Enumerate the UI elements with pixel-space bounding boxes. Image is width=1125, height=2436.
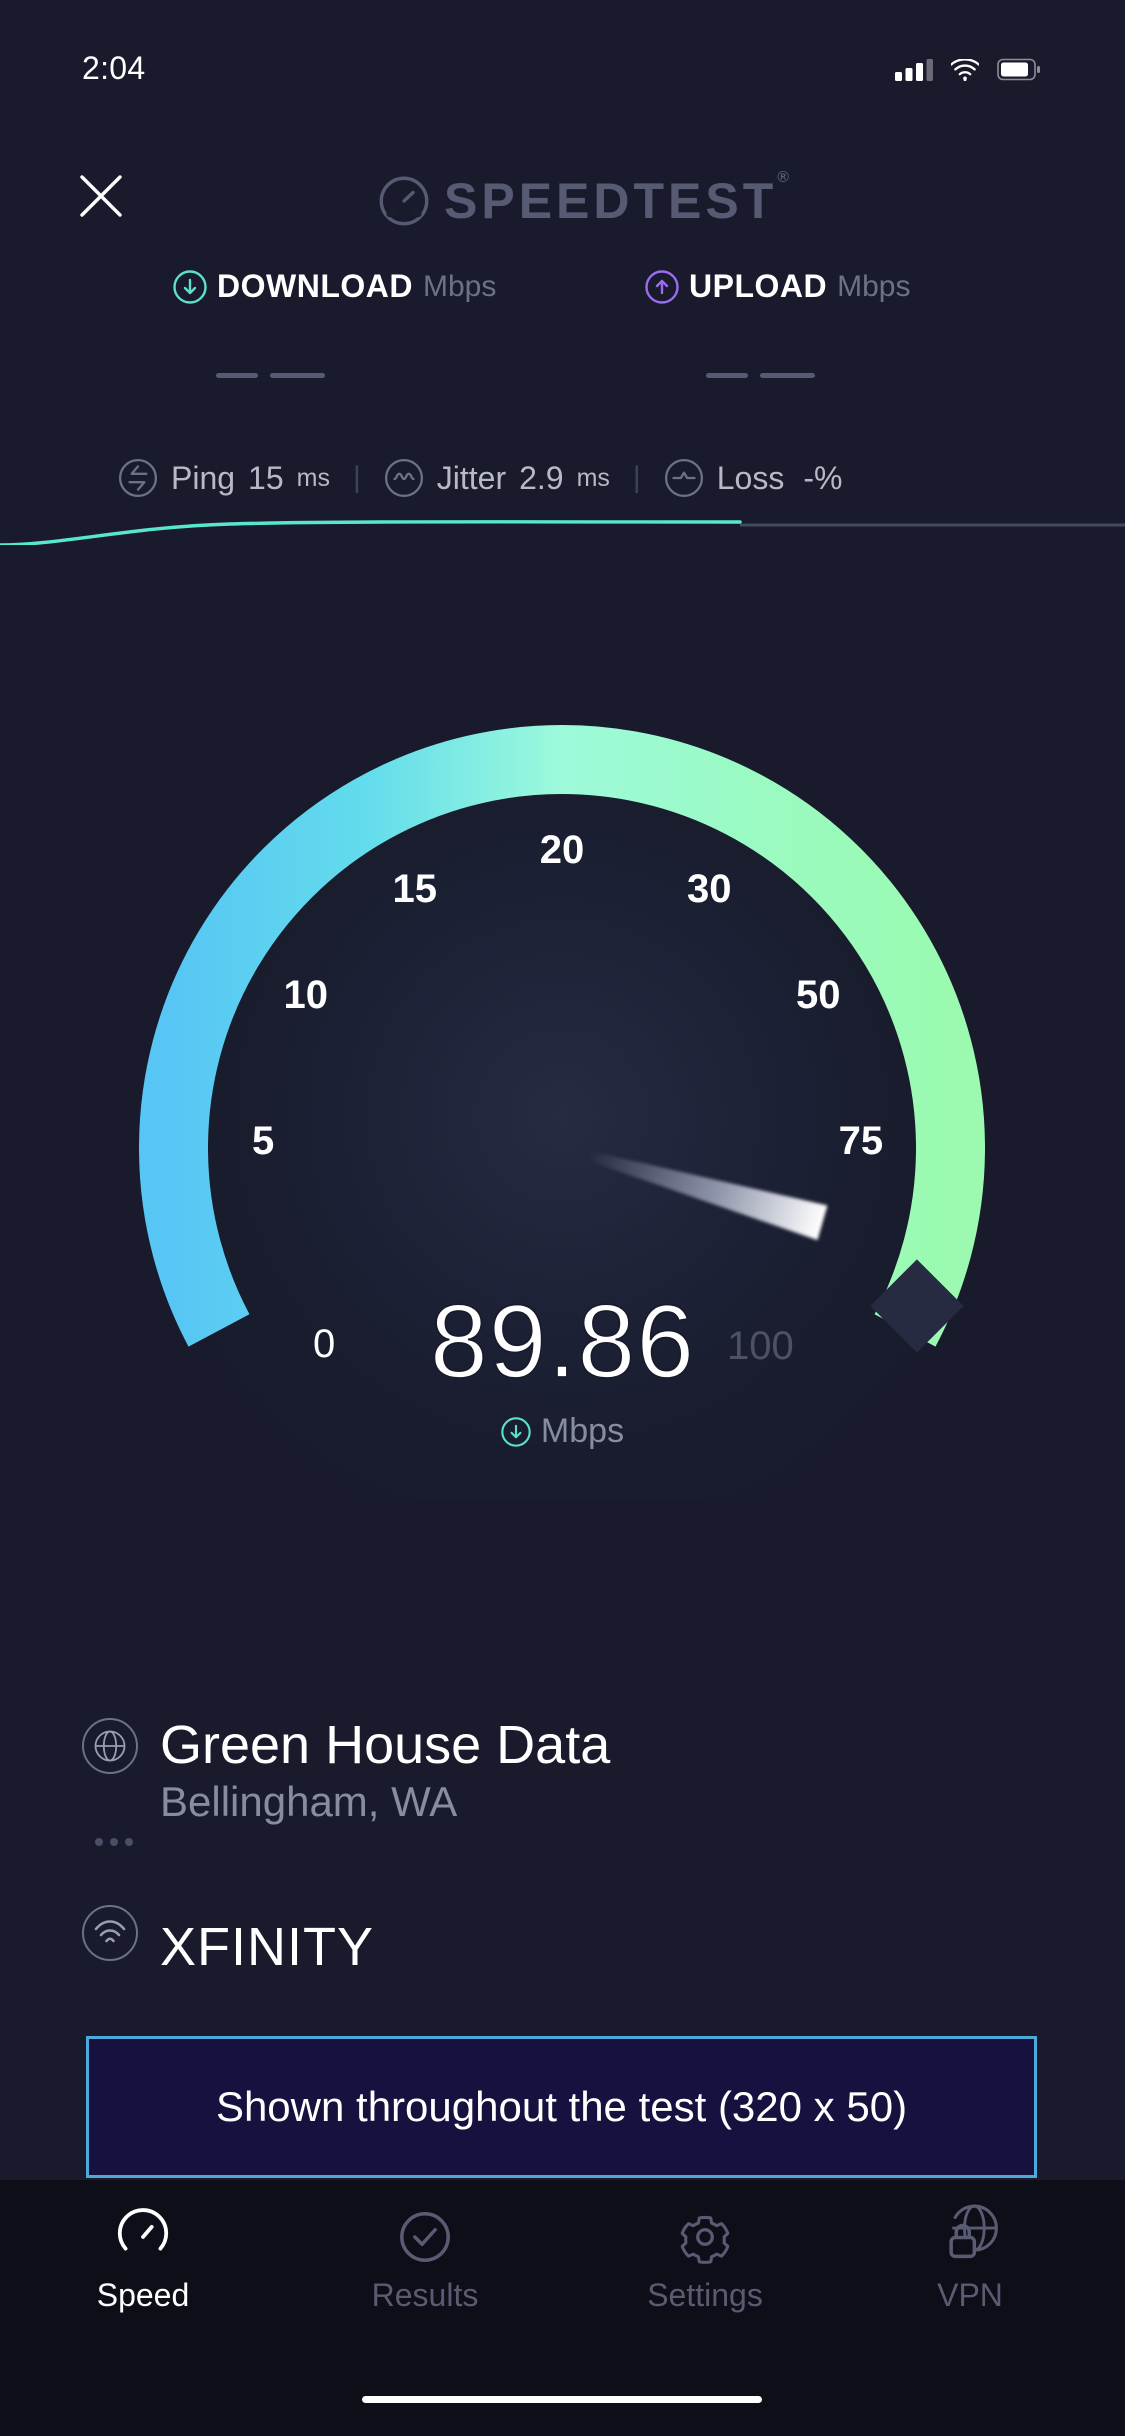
svg-text:50: 50 bbox=[796, 973, 841, 1017]
svg-text:30: 30 bbox=[687, 867, 732, 911]
svg-text:5: 5 bbox=[252, 1119, 274, 1163]
svg-text:10: 10 bbox=[283, 973, 328, 1017]
svg-text:15: 15 bbox=[393, 867, 438, 911]
svg-text:20: 20 bbox=[540, 828, 585, 872]
svg-text:75: 75 bbox=[839, 1119, 884, 1163]
